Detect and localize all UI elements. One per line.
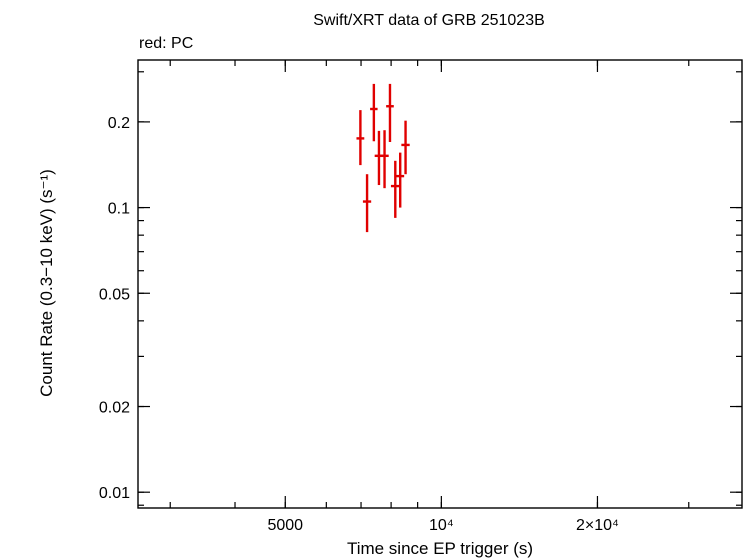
chart-title: Swift/XRT data of GRB 251023B [313, 12, 545, 29]
data-point [401, 120, 410, 175]
x-tick-label: 5000 [267, 517, 303, 534]
data-point [374, 130, 384, 186]
data-series-pc [356, 83, 410, 233]
data-point [386, 83, 394, 142]
y-tick-label: 0.05 [99, 286, 130, 303]
x-axis-label: Time since EP trigger (s) [347, 539, 533, 558]
x-tick-label: 2×10⁴ [576, 517, 619, 534]
data-point [356, 110, 365, 166]
data-point [362, 174, 372, 233]
data-point [390, 160, 400, 218]
plot-frame [137, 59, 743, 509]
y-axis-ticks: 0.01 0.02 0.05 0.1 0.2 [99, 71, 742, 506]
data-point [396, 152, 405, 208]
data-point [380, 130, 389, 189]
x-tick-label: 10⁴ [429, 517, 454, 534]
data-point [370, 83, 378, 142]
y-tick-label: 0.01 [99, 485, 130, 502]
y-axis-label: Count Rate (0.3−10 keV) (s⁻¹) [37, 169, 56, 397]
y-tick-label: 0.02 [99, 400, 130, 417]
y-tick-label: 0.2 [108, 115, 130, 132]
y-tick-label: 0.1 [108, 201, 130, 218]
chart-subtitle: red: PC [139, 35, 193, 52]
x-axis-ticks: 5000 10⁴ 2×10⁴ [169, 60, 690, 534]
